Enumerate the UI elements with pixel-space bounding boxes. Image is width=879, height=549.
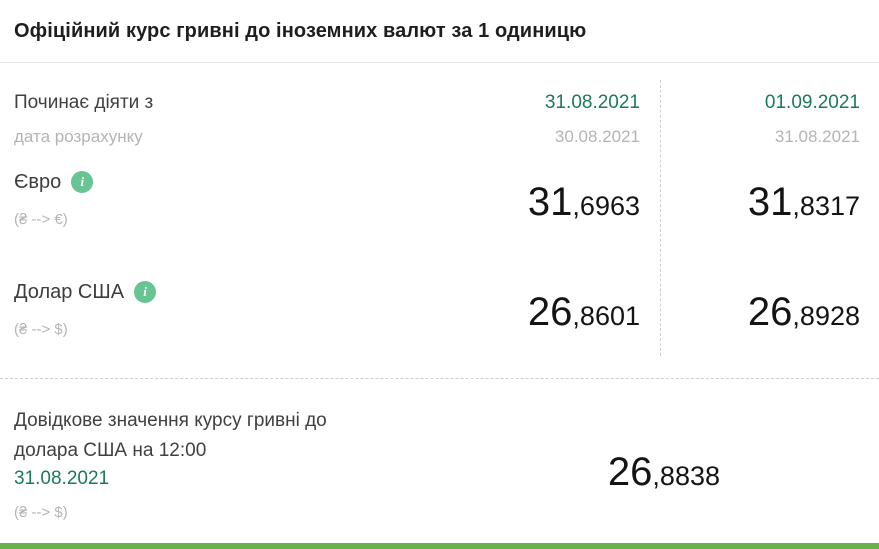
- column2-calculation-date: 31.08.2021: [774, 127, 860, 146]
- bottom-accent-bar: [0, 543, 879, 549]
- rates-table: Починає діяти з дата розрахунку 31.08.20…: [0, 63, 879, 379]
- reference-label: Довідкове значення курсу гривні до долар…: [14, 410, 327, 461]
- rate-value: 26,8928: [747, 289, 860, 334]
- currency-name: Долар США: [14, 281, 125, 303]
- reference-date: 31.08.2021: [14, 468, 110, 489]
- column1-effective-date: 31.08.2021: [544, 92, 640, 113]
- table-header-row: Починає діяти з дата розрахунку 31.08.20…: [0, 63, 879, 147]
- column1-calculation-date: 30.08.2021: [554, 127, 640, 146]
- info-icon[interactable]: i: [134, 281, 157, 303]
- column2-effective-date: 01.09.2021: [764, 92, 860, 113]
- rate-value: 31,6963: [527, 179, 640, 224]
- effective-date-label: Починає діяти з: [14, 92, 154, 113]
- section-divider: [0, 378, 879, 379]
- currency-name: Євро: [14, 171, 62, 193]
- currency-row-euro: Євро i (₴ --> €) 31,6963 31,8317: [0, 170, 879, 229]
- reference-conversion-label: (₴ --> $): [14, 504, 68, 521]
- title-bar: Офіційний курс гривні до іноземних валют…: [0, 0, 879, 63]
- calculation-date-label: дата розрахунку: [14, 127, 143, 146]
- conversion-label: (₴ --> €): [14, 211, 68, 228]
- conversion-label: (₴ --> $): [14, 321, 68, 338]
- currency-row-usd: Долар США i (₴ --> $) 26,8601 26,8928: [0, 280, 879, 339]
- rate-value: 31,8317: [747, 179, 860, 224]
- reference-value: 26,8838: [607, 450, 720, 494]
- reference-section: Довідкове значення курсу гривні до долар…: [0, 379, 879, 521]
- rate-value: 26,8601: [527, 289, 640, 334]
- page-title: Офіційний курс гривні до іноземних валют…: [14, 19, 587, 42]
- vertical-divider: [660, 80, 661, 356]
- info-icon[interactable]: i: [71, 171, 94, 193]
